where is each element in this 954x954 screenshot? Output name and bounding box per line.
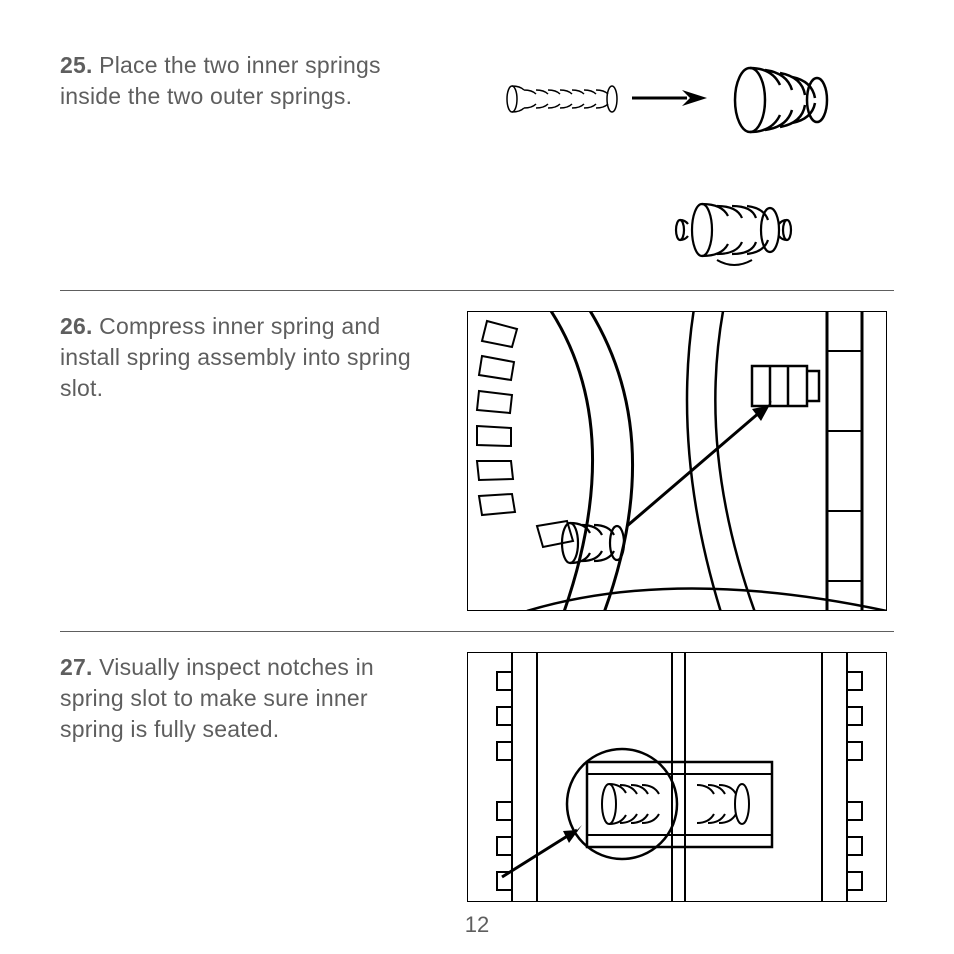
step-body: Place the two inner springs inside the t… (60, 52, 381, 109)
step-27-text: 27. Visually inspect notches in spring s… (60, 652, 430, 745)
step-25: 25. Place the two inner springs inside t… (60, 50, 894, 290)
step-number: 25. (60, 52, 93, 78)
step-27: 27. Visually inspect notches in spring s… (60, 632, 894, 922)
step-25-text: 25. Place the two inner springs inside t… (60, 50, 430, 112)
page-number: 12 (0, 912, 954, 938)
step-body: Visually inspect notches in spring slot … (60, 654, 374, 742)
step-number: 27. (60, 654, 93, 680)
manual-page: 25. Place the two inner springs inside t… (0, 0, 954, 954)
step-number: 26. (60, 313, 93, 339)
step-26: 26. Compress inner spring and install sp… (60, 291, 894, 631)
step-25-figure (460, 50, 894, 290)
clutch-mechanism-diagram (467, 311, 887, 611)
spring-insertion-diagram (477, 50, 877, 290)
step-27-figure (460, 652, 894, 902)
spring-notch-inspection-diagram (467, 652, 887, 902)
step-26-figure (460, 311, 894, 611)
step-26-text: 26. Compress inner spring and install sp… (60, 311, 430, 404)
step-body: Compress inner spring and install spring… (60, 313, 411, 401)
